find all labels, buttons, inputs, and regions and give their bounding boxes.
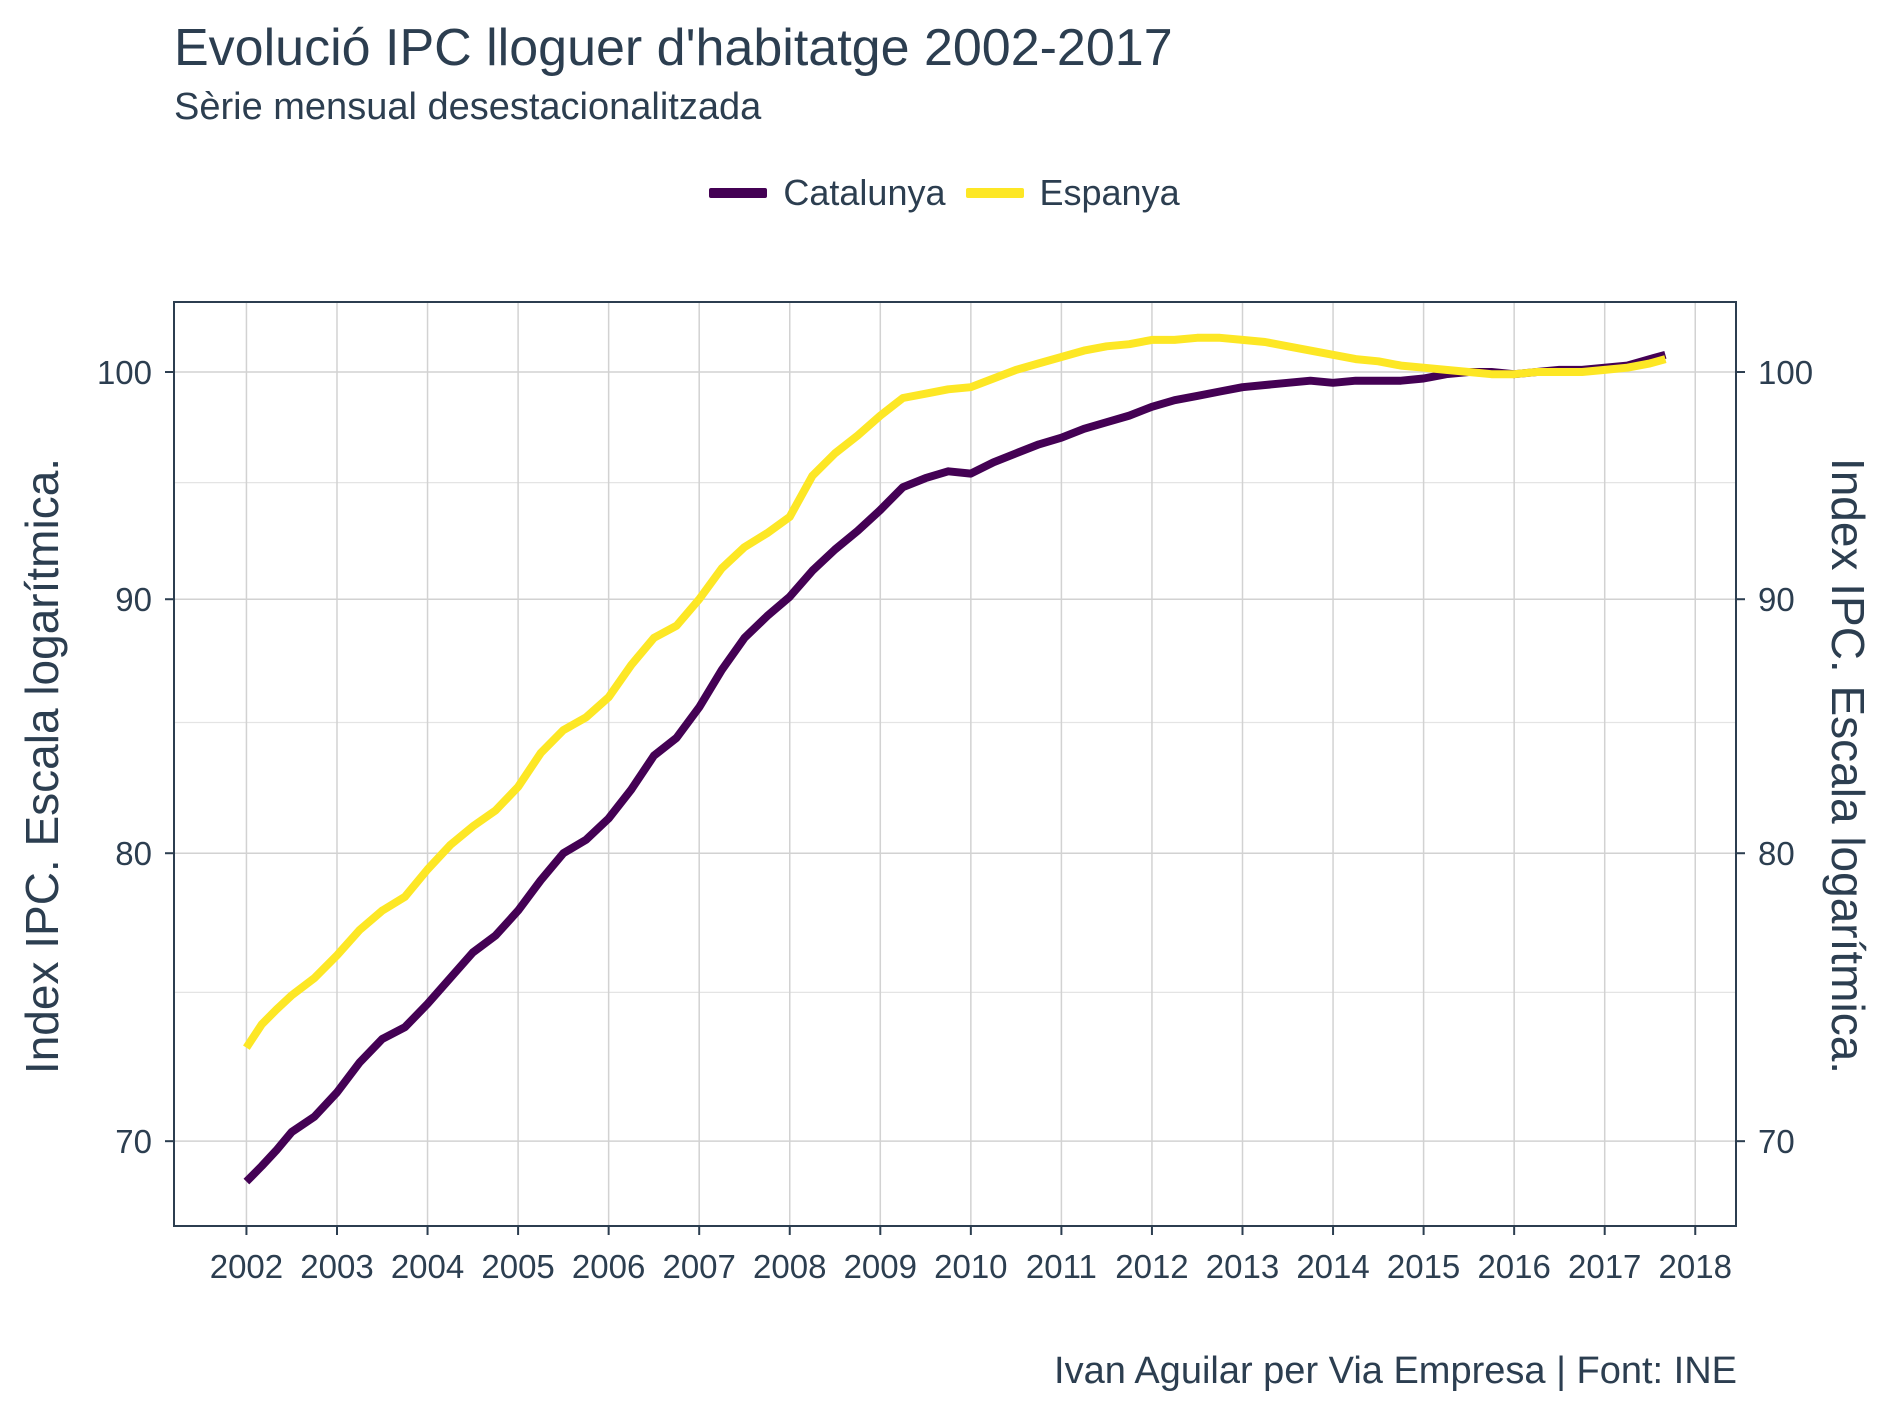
x-tick-label-2015: 2015 bbox=[1387, 1248, 1460, 1285]
x-tick-label-2012: 2012 bbox=[1115, 1248, 1188, 1285]
legend-label-catalunya: Catalunya bbox=[783, 172, 946, 213]
x-tick-label-2018: 2018 bbox=[1659, 1248, 1732, 1285]
y-tick-label-right-90: 90 bbox=[1758, 581, 1795, 618]
x-tick-label-2004: 2004 bbox=[391, 1248, 464, 1285]
x-tick-label-2007: 2007 bbox=[662, 1248, 735, 1285]
y-tick-label-right-80: 80 bbox=[1758, 835, 1795, 872]
x-tick-label-2011: 2011 bbox=[1026, 1248, 1097, 1285]
legend-item-espanya: Espanya bbox=[965, 172, 1180, 214]
legend-swatch-catalunya bbox=[709, 188, 768, 198]
x-tick-label-2013: 2013 bbox=[1206, 1248, 1279, 1285]
x-tick-label-2003: 2003 bbox=[300, 1248, 373, 1285]
x-tick-label-2008: 2008 bbox=[753, 1248, 826, 1285]
y-tick-label-left-100: 100 bbox=[97, 354, 152, 391]
x-tick-label-2005: 2005 bbox=[481, 1248, 554, 1285]
x-tick-label-2017: 2017 bbox=[1568, 1248, 1641, 1285]
y-axis-label-right: Index IPC. Escala logarítmica. bbox=[1822, 457, 1874, 1075]
x-tick-label-2006: 2006 bbox=[572, 1248, 645, 1285]
y-tick-label-right-70: 70 bbox=[1758, 1123, 1795, 1160]
chart-caption: Ivan Aguilar per Via Empresa | Font: INE bbox=[1054, 1350, 1737, 1392]
x-tick-label-2010: 2010 bbox=[934, 1248, 1007, 1285]
legend-item-catalunya: Catalunya bbox=[709, 172, 946, 214]
series-line-espanya bbox=[243, 333, 1667, 1050]
series-line-catalunya bbox=[243, 350, 1667, 1185]
y-tick-label-left-90: 90 bbox=[115, 581, 152, 618]
x-tick-label-2002: 2002 bbox=[210, 1248, 283, 1285]
x-tick-label-2014: 2014 bbox=[1296, 1248, 1369, 1285]
y-tick-label-left-70: 70 bbox=[115, 1123, 152, 1160]
legend-label-espanya: Espanya bbox=[1039, 172, 1180, 213]
legend: Catalunya Espanya bbox=[0, 172, 1889, 214]
y-axis-label-left: Index IPC. Escala logarítmica. bbox=[16, 457, 68, 1075]
legend-swatch-espanya bbox=[965, 188, 1024, 198]
plot-panel-border bbox=[173, 301, 1737, 1227]
chart-subtitle: Sèrie mensual desestacionalitzada bbox=[174, 86, 762, 128]
y-tick-label-right-100: 100 bbox=[1758, 354, 1813, 391]
y-tick-label-left-80: 80 bbox=[115, 835, 152, 872]
chart-title: Evolució IPC lloguer d'habitatge 2002-20… bbox=[174, 19, 1173, 77]
x-tick-label-2016: 2016 bbox=[1477, 1248, 1550, 1285]
x-tick-label-2009: 2009 bbox=[844, 1248, 917, 1285]
